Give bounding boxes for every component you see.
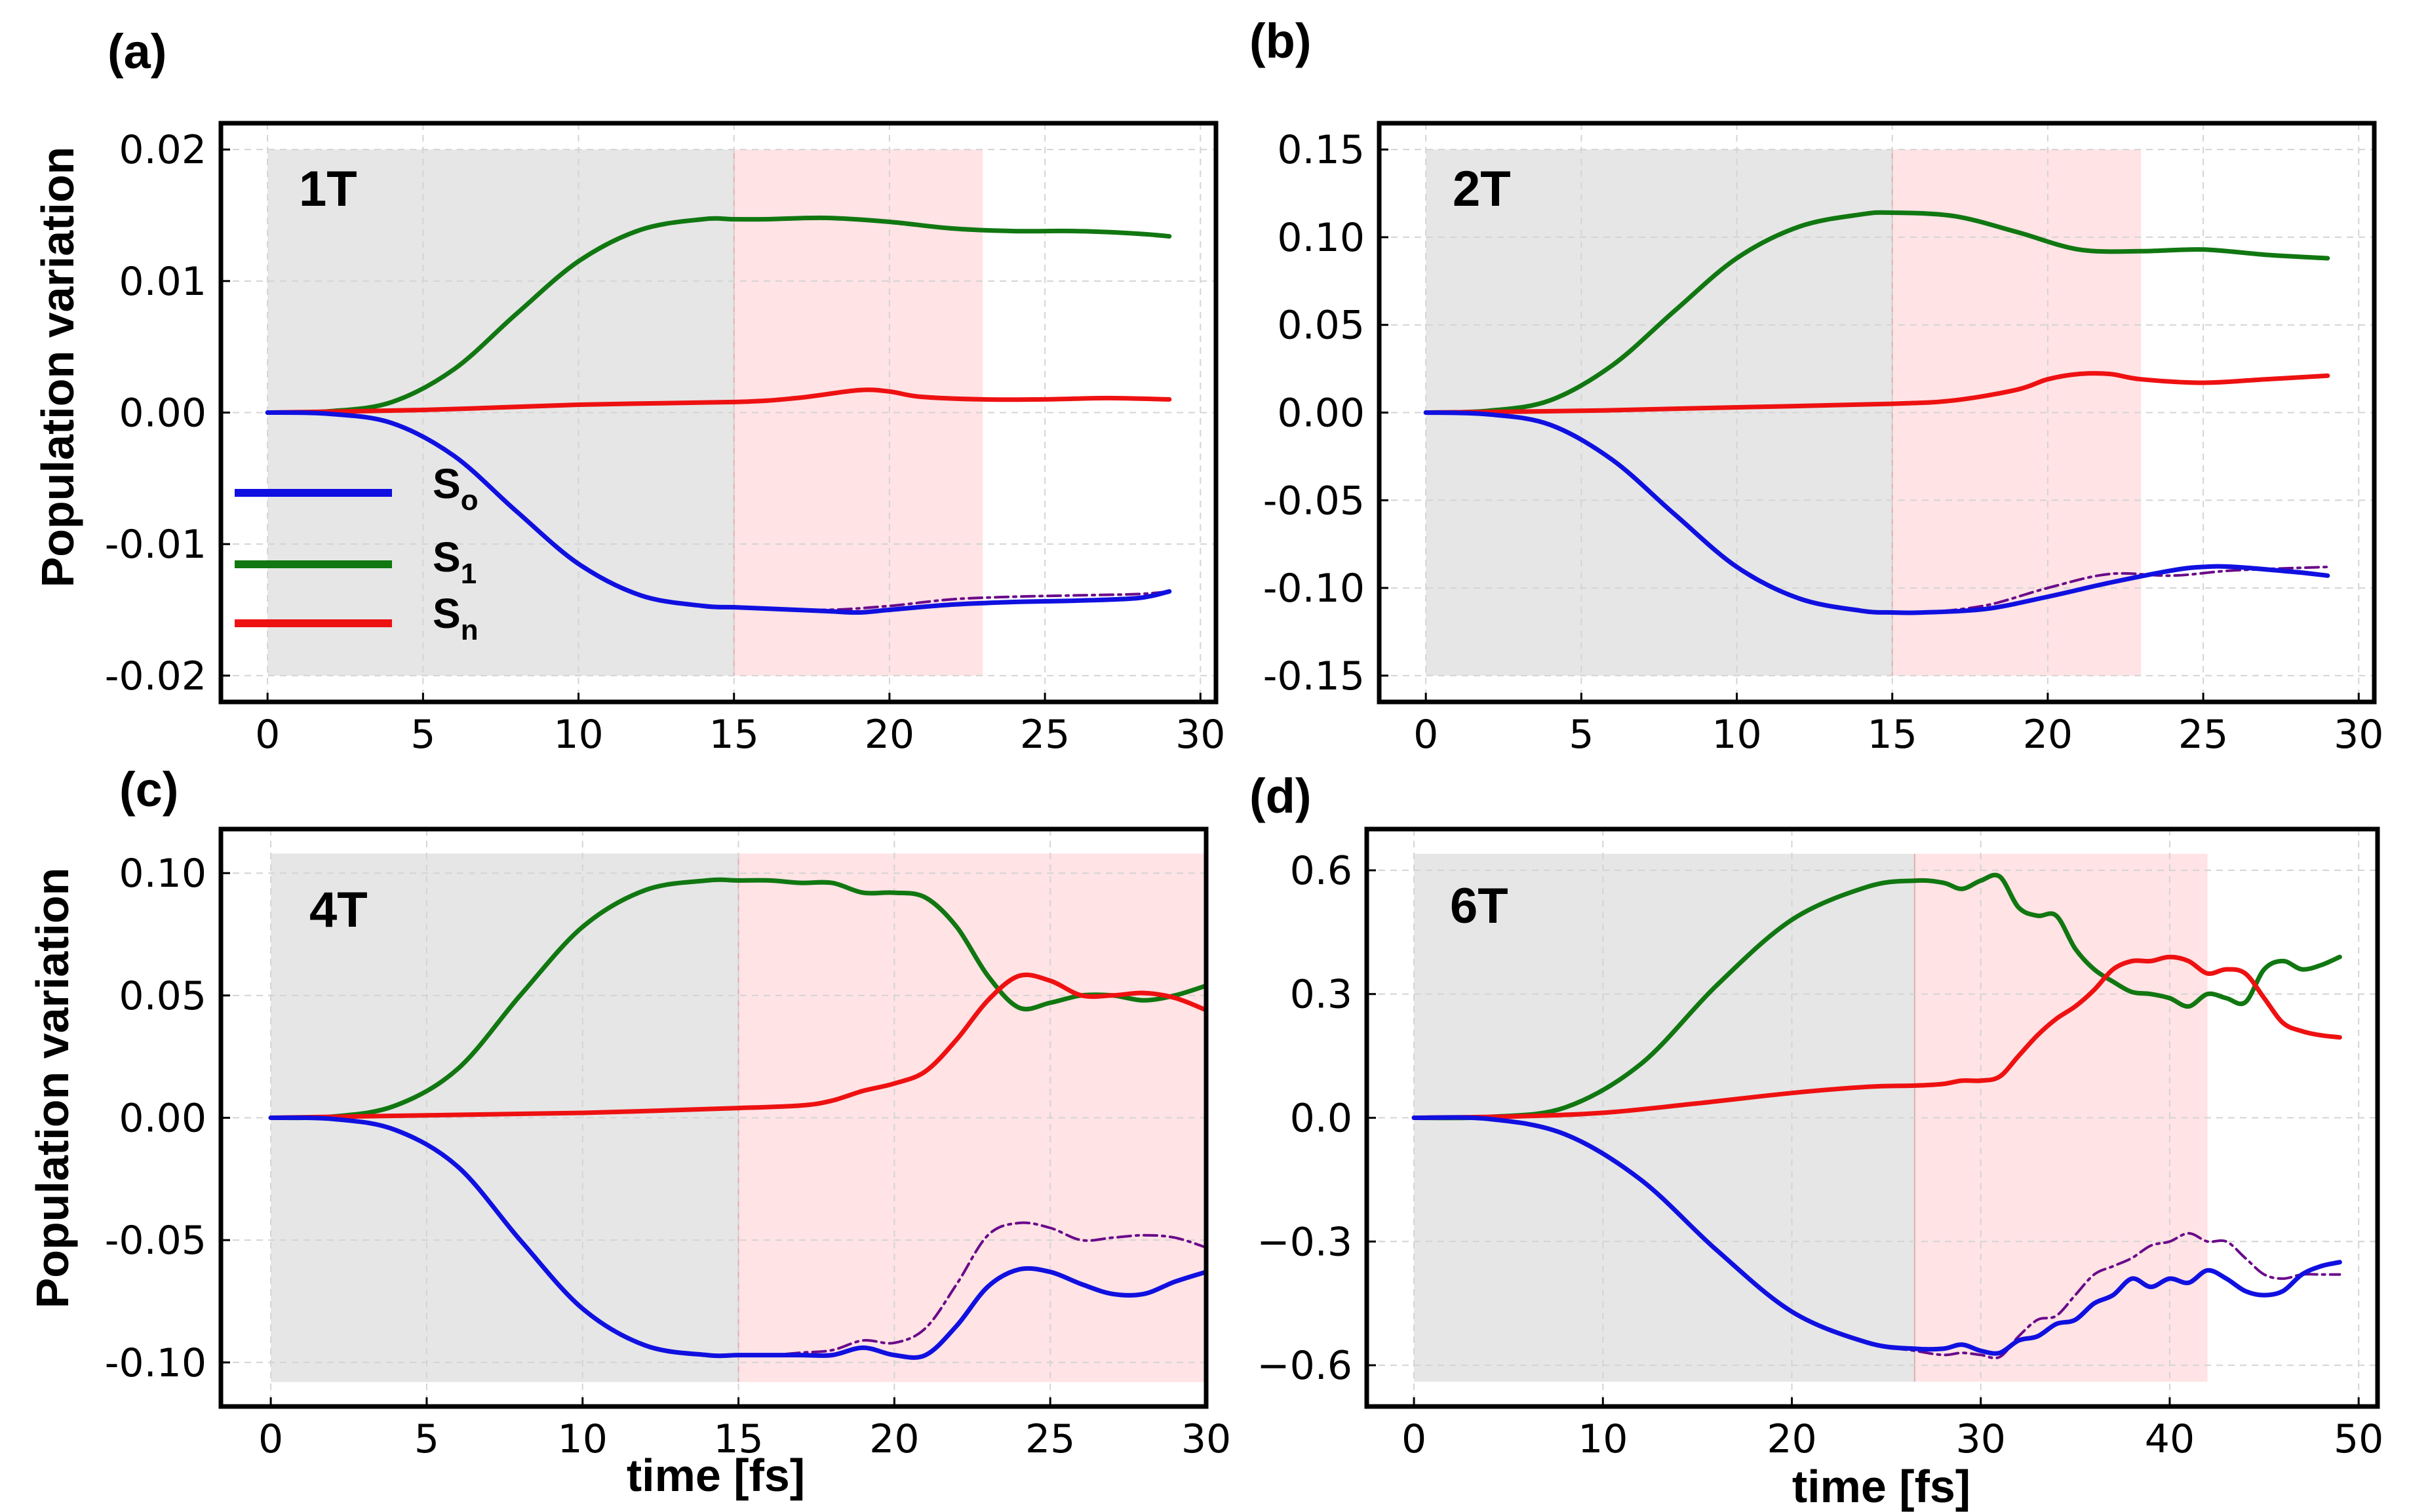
x-tick-label: 10 <box>553 712 603 758</box>
inset-label: 4T <box>309 882 368 938</box>
series-line-s1 <box>265 215 1172 415</box>
y-tick-label: 0.3 <box>1290 972 1352 1018</box>
series-line-s0 <box>268 1115 1209 1360</box>
y-tick-label: -0.05 <box>1263 478 1365 524</box>
x-tick-label: 5 <box>414 1416 439 1462</box>
x-tick-label: 25 <box>2178 712 2228 758</box>
panel-b: (b) 2T 0 5 10 15 20 25 30 -0.15 -0.10 -0.05 0.00 0.… <box>1249 14 2383 758</box>
y-tick-label: 0.00 <box>1277 391 1365 436</box>
x-axis-title: time [fs] <box>1792 1461 1970 1512</box>
inset-label: 1T <box>299 161 357 217</box>
y-tick-label: −0.6 <box>1257 1343 1352 1389</box>
x-tick-label: 25 <box>1020 712 1070 758</box>
legend-label-sn: Sn <box>433 590 479 646</box>
y-tick-label: 0.10 <box>119 851 206 897</box>
x-tick-label: 10 <box>1578 1416 1628 1462</box>
panel-label: (a) <box>108 24 166 79</box>
panel-c: (c) 4T Population variation time [fs] 0 5… <box>27 762 1231 1501</box>
x-tick-label: 20 <box>2023 712 2073 758</box>
series-line-s1 <box>1411 872 2342 1121</box>
x-tick-label: 15 <box>709 712 759 758</box>
x-tick-label: 50 <box>2334 1416 2383 1462</box>
x-axis-title: time [fs] <box>627 1450 805 1501</box>
x-tick-label: 30 <box>2334 712 2383 758</box>
legend-label-s1: S1 <box>433 533 477 590</box>
legend-label-s0: So <box>433 460 479 516</box>
y-tick-label: -0.10 <box>1263 566 1365 611</box>
plot-area <box>221 123 1216 702</box>
y-tick-label: -0.01 <box>105 522 206 568</box>
series-line-s0 <box>1423 410 2330 615</box>
y-tick-label: -0.02 <box>105 653 206 699</box>
y-tick-label: -0.10 <box>105 1340 206 1386</box>
series-line-sn <box>265 387 1172 415</box>
x-tick-label: 30 <box>1175 712 1225 758</box>
x-tick-label: 25 <box>1025 1416 1075 1462</box>
y-tick-label: 0.0 <box>1290 1096 1352 1142</box>
x-tick-label: 0 <box>255 712 280 758</box>
y-tick-label: 0.00 <box>119 391 206 436</box>
panel-label: (c) <box>119 762 178 817</box>
x-tick-label: 10 <box>558 1416 608 1462</box>
y-tick-label: 0.02 <box>119 127 206 173</box>
x-tick-label: 30 <box>1181 1416 1231 1462</box>
x-tick-label: 10 <box>1712 712 1761 758</box>
y-tick-label: 0.15 <box>1277 127 1365 173</box>
y-tick-label: 0.05 <box>1277 303 1365 349</box>
panel-a: (a) 1T Population variation 0 5 10 15 20 25 30… <box>32 24 1225 758</box>
y-tick-label: 0.05 <box>119 973 206 1019</box>
x-tick-label: 5 <box>1569 712 1594 758</box>
x-tick-label: 20 <box>865 712 914 758</box>
inset-label: 2T <box>1453 161 1511 217</box>
panel-d: (d) 6T time [fs] 0 10 20 30 40 50 −0.6 −0.3 0.0 0… <box>1249 769 2383 1512</box>
series-line-s1 <box>1423 210 2330 415</box>
y-tick-label: -0.05 <box>105 1218 206 1264</box>
y-tick-label: 0.6 <box>1290 848 1352 894</box>
series-line-s0 <box>1411 1115 2342 1356</box>
inset-label: 6T <box>1450 878 1508 934</box>
x-tick-label: 0 <box>1413 712 1438 758</box>
x-tick-label: 0 <box>1401 1416 1426 1462</box>
x-tick-label: 20 <box>869 1416 919 1462</box>
series-line-s1 <box>268 877 1209 1121</box>
x-tick-label: 15 <box>713 1416 763 1462</box>
y-tick-label: 0.00 <box>119 1096 206 1142</box>
x-tick-label: 30 <box>1956 1416 2006 1462</box>
plot-area <box>1379 123 2374 702</box>
panel-label: (d) <box>1249 769 1312 823</box>
x-tick-label: 20 <box>1767 1416 1816 1462</box>
y-axis-title: Population variation <box>32 147 83 588</box>
legend: So S1 Sn <box>235 460 479 646</box>
y-tick-label: 0.10 <box>1277 215 1365 261</box>
series-line-s0 <box>265 410 1172 615</box>
y-tick-label: -0.15 <box>1263 653 1365 699</box>
x-tick-label: 5 <box>410 712 435 758</box>
panel-label: (b) <box>1249 14 1312 68</box>
y-axis-title: Population variation <box>27 868 78 1309</box>
y-tick-label: 0.01 <box>119 259 206 305</box>
x-tick-label: 40 <box>2145 1416 2195 1462</box>
y-tick-label: −0.3 <box>1257 1219 1352 1265</box>
series-line-sn <box>1411 954 2342 1120</box>
series-line-sn <box>268 972 1209 1120</box>
x-tick-label: 15 <box>1868 712 1917 758</box>
x-tick-label: 0 <box>258 1416 283 1462</box>
series-line-sn <box>1423 371 2330 415</box>
